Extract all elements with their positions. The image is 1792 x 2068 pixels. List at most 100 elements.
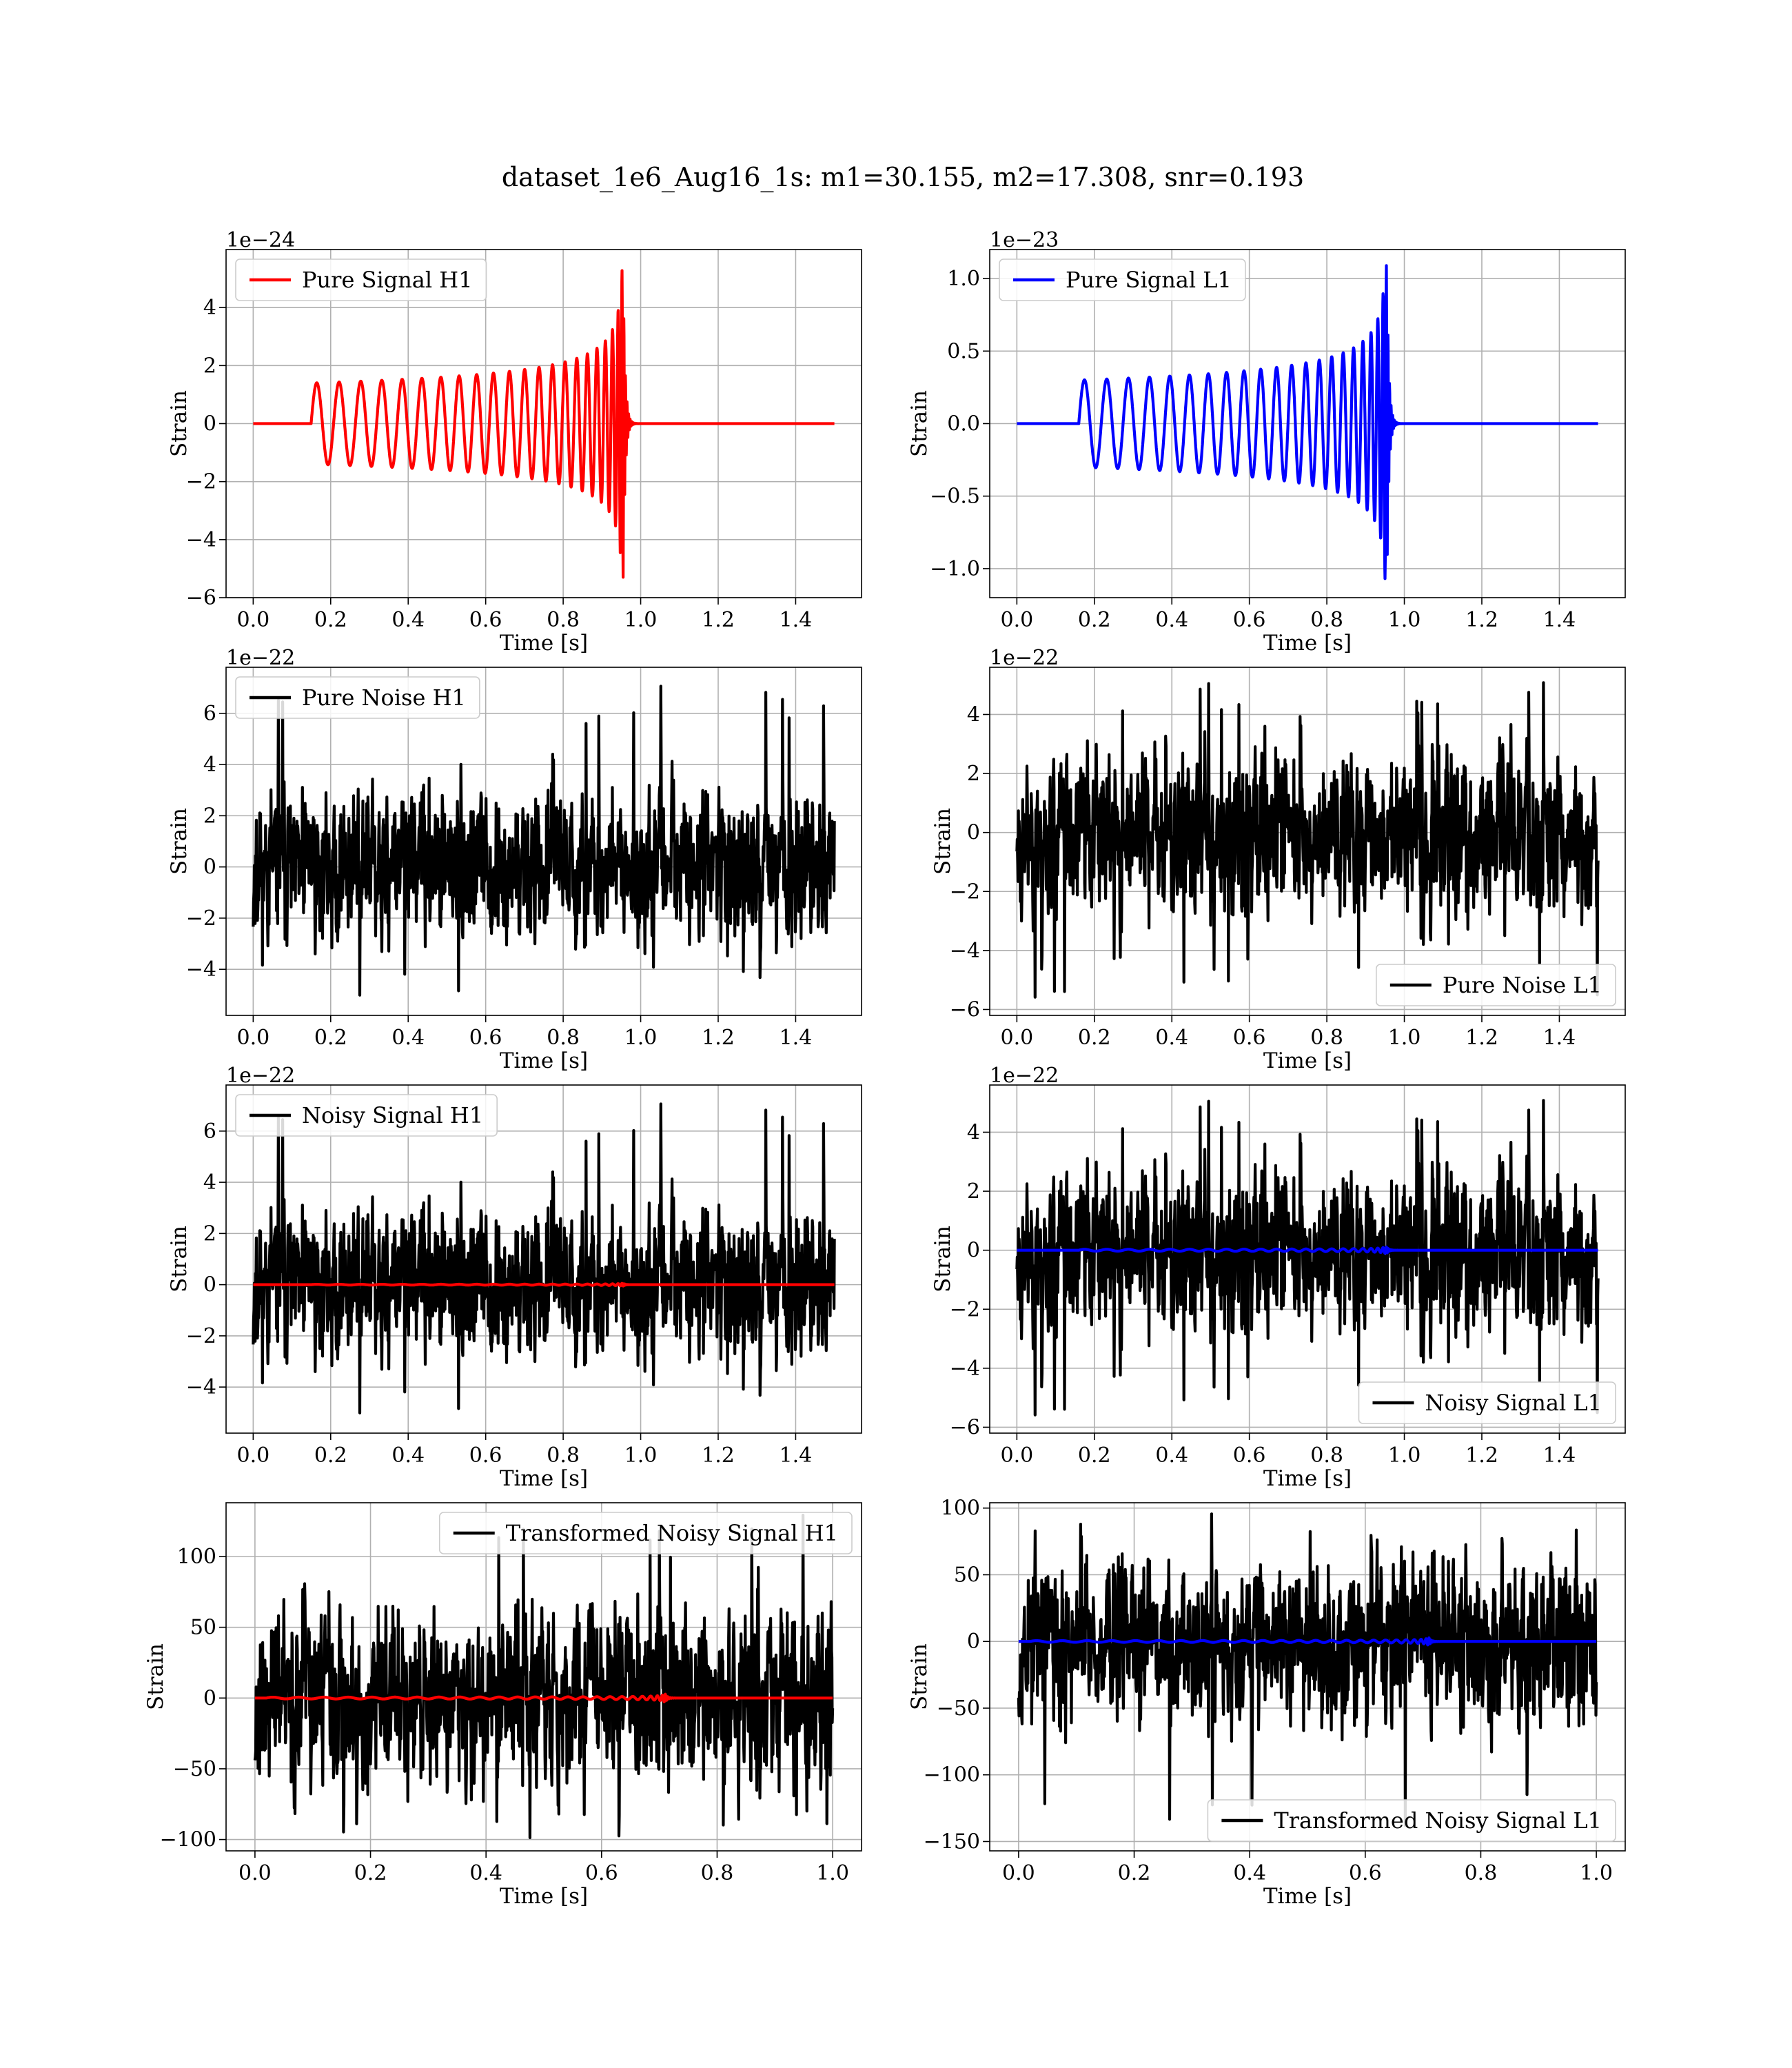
legend-frame	[1207, 1799, 1616, 1842]
plot-area	[1015, 1099, 1600, 1417]
y-tick-label: −2	[186, 906, 216, 931]
legend-label: Pure Noise H1	[302, 685, 466, 711]
axes-frame	[225, 667, 862, 1016]
x-tick-label: 0.6	[1233, 1026, 1266, 1050]
plot-area	[253, 1513, 835, 1839]
y-tick-label: 2	[967, 762, 980, 786]
y-tick-label: −0.5	[930, 485, 980, 509]
legend: Transformed Noisy Signal L1	[1207, 1799, 1616, 1842]
series-line-0	[253, 1513, 835, 1839]
y-tick-label: −50	[937, 1696, 980, 1721]
x-tick-label: 1.2	[1465, 1026, 1498, 1050]
y-tick-label: 100	[941, 1497, 980, 1521]
y-tick-label: −2	[186, 470, 216, 494]
y-tick-label: −6	[950, 1415, 980, 1439]
x-tick-label: 0.2	[314, 1443, 347, 1468]
x-tick-label: 0.0	[1000, 1026, 1033, 1050]
y-tick-label: 0	[203, 1686, 216, 1710]
y-tick-label: −4	[186, 1375, 216, 1399]
y-tick-label: 100	[177, 1545, 216, 1569]
subplot-pure-noise-h1: 0.0 0.2 0.4 0.6 0.8 1.0 1.2 1.4 −4 −2 0 2 4 6 Time [s]…	[167, 646, 862, 1073]
y-tick-label: 4	[203, 1170, 216, 1195]
y-tick-label: 4	[967, 702, 980, 727]
x-tick-label: 0.6	[585, 1861, 618, 1885]
x-tick-label: 1.2	[1465, 1443, 1498, 1468]
axes-frame	[225, 1084, 862, 1434]
y-tick-label: 2	[967, 1179, 980, 1204]
subplot-noisy-signal-l1: 0.0 0.2 0.4 0.6 0.8 1.0 1.2 1.4 −6 −4 −2 0 2 4 Time [s…	[930, 1064, 1626, 1491]
legend-label: Transformed Noisy Signal H1	[506, 1520, 838, 1546]
subplot-transformed-noisy-signal-l1: 0.0 0.2 0.4 0.6 0.8 1.0 −150 −100 −50 0 50 100 Time …	[907, 1497, 1626, 1909]
axes-frame	[989, 667, 1626, 1016]
x-tick-label: 0.0	[236, 608, 269, 632]
y-tick-label: −2	[950, 880, 980, 904]
y-offset-label: 1e−22	[990, 1064, 1059, 1088]
subplot-transformed-noisy-signal-h1: 0.0 0.2 0.4 0.6 0.8 1.0 −100 −50 0 50 100 Time [s] S…	[143, 1502, 862, 1909]
legend: Pure Noise L1	[1376, 964, 1616, 1006]
y-tick-label: 0.5	[947, 339, 980, 363]
legend-frame	[438, 1512, 853, 1554]
series-line-1	[252, 1281, 836, 1288]
subplot-grid: 0.0 0.2 0.4 0.6 0.8 1.0 1.2 1.4 −6 −4 −2 0 2 4 Time [s…	[143, 228, 1626, 1909]
x-tick-label: 0.4	[391, 608, 425, 632]
legend: Pure Noise H1	[235, 676, 480, 719]
y-offset-label: 1e−22	[226, 646, 295, 670]
x-tick-label: 0.2	[1118, 1861, 1151, 1885]
series-line-0	[252, 685, 836, 997]
x-axis-label: Time [s]	[500, 631, 588, 656]
x-tick-label: 1.0	[1388, 1443, 1421, 1468]
y-tick-label: 4	[967, 1120, 980, 1144]
x-axis-label: Time [s]	[1263, 1048, 1352, 1073]
x-tick-label: 0.6	[469, 1026, 502, 1050]
x-tick-label: 1.0	[816, 1861, 849, 1885]
y-offset-label: 1e−22	[226, 1064, 295, 1088]
subplot-pure-signal-l1: 0.0 0.2 0.4 0.6 0.8 1.0 1.2 1.4 −1.0 −0.5 0.0 0.5 1.…	[907, 228, 1626, 656]
x-tick-label: 0.8	[547, 608, 580, 632]
x-tick-label: 1.0	[624, 608, 658, 632]
y-tick-label: 2	[203, 354, 216, 378]
y-tick-label: 6	[203, 702, 216, 726]
axes-frame	[225, 1502, 862, 1852]
series-line-0	[252, 1102, 836, 1415]
x-tick-label: 1.4	[780, 1443, 813, 1468]
y-tick-label: 2	[203, 1221, 216, 1246]
x-tick-label: 0.6	[469, 1443, 502, 1468]
subplot-pure-signal-h1: 0.0 0.2 0.4 0.6 0.8 1.0 1.2 1.4 −6 −4 −2 0 2 4 Time [s…	[167, 228, 862, 656]
x-axis-label: Time [s]	[1263, 631, 1352, 656]
x-tick-label: 1.4	[1543, 1443, 1576, 1468]
x-tick-label: 1.2	[1465, 608, 1498, 632]
y-tick-label: 0	[967, 1630, 980, 1654]
x-tick-label: 1.4	[1543, 608, 1576, 632]
y-tick-label: −150	[924, 1829, 980, 1854]
x-tick-label: 0.6	[469, 608, 502, 632]
plot-area	[1015, 264, 1600, 580]
y-tick-label: −6	[950, 997, 980, 1022]
y-tick-label: −4	[186, 528, 216, 552]
legend-frame	[1358, 1381, 1616, 1424]
y-tick-label: 6	[203, 1119, 216, 1144]
y-tick-label: −2	[950, 1297, 980, 1321]
x-axis-label: Time [s]	[500, 1466, 588, 1491]
y-offset-label: 1e−23	[990, 228, 1059, 252]
x-tick-label: 0.4	[469, 1861, 502, 1885]
y-tick-label: 0.0	[947, 412, 980, 436]
x-tick-label: 0.8	[1310, 1443, 1343, 1468]
legend-frame	[235, 1094, 498, 1137]
x-tick-label: 0.6	[1349, 1861, 1382, 1885]
x-tick-label: 0.4	[1155, 608, 1188, 632]
x-tick-label: 0.8	[1310, 1026, 1343, 1050]
series-line-0	[1017, 1512, 1598, 1827]
y-axis-label: Strain	[907, 1643, 932, 1710]
legend: Noisy Signal H1	[235, 1094, 498, 1137]
x-tick-label: 1.4	[1543, 1026, 1576, 1050]
x-axis-label: Time [s]	[1263, 1466, 1352, 1491]
figure-title: dataset_1e6_Aug16_1s: m1=30.155, m2=17.3…	[502, 162, 1304, 193]
y-axis-label: Strain	[167, 390, 192, 457]
x-tick-label: 0.4	[1155, 1443, 1188, 1468]
legend-label: Pure Noise L1	[1443, 972, 1602, 998]
y-tick-label: 0	[967, 1239, 980, 1263]
y-tick-label: 0	[203, 1273, 216, 1297]
legend-label: Pure Signal L1	[1066, 267, 1232, 293]
y-tick-label: −100	[160, 1828, 216, 1852]
